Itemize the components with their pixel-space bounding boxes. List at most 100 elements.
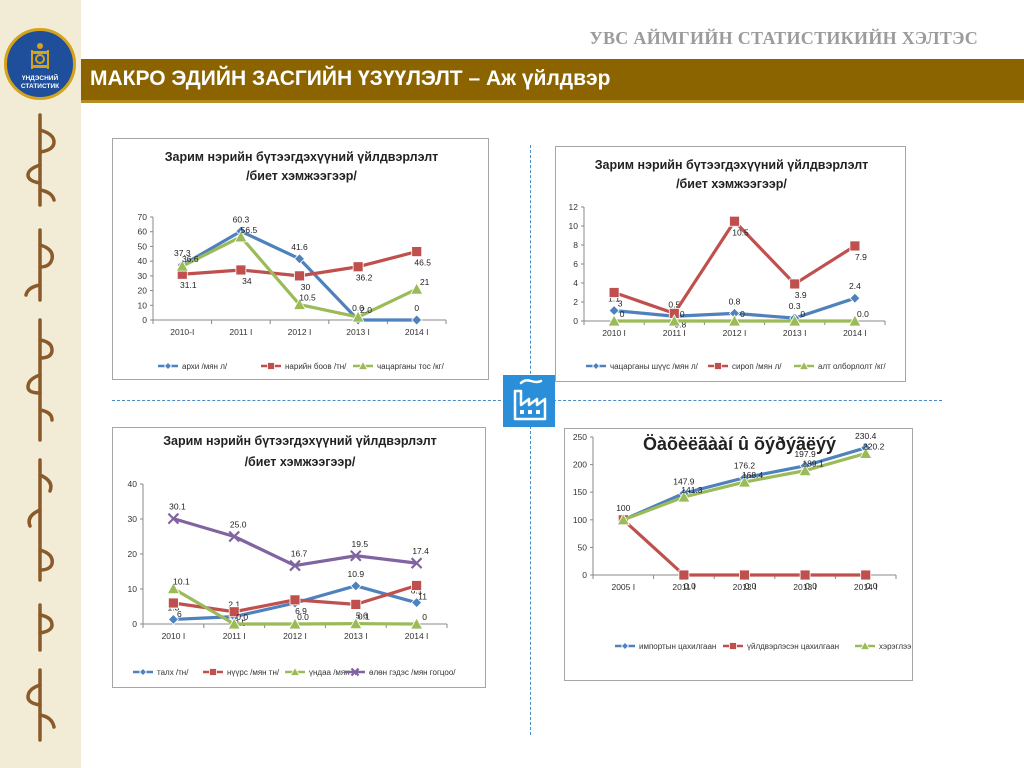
data-label: 0 — [680, 309, 685, 319]
data-label: 41.6 — [291, 242, 308, 252]
data-label: 16.7 — [291, 549, 308, 559]
data-point — [678, 569, 690, 581]
legend-item: өлөн гэдэс /мян гогцоо/ — [345, 667, 456, 677]
data-label: 176.2 — [734, 461, 756, 471]
data-point — [292, 297, 307, 310]
data-point — [166, 581, 181, 595]
data-label: 147.9 — [673, 476, 695, 486]
data-label: 1.1 — [608, 294, 620, 304]
data-point — [859, 640, 871, 650]
data-point — [667, 314, 681, 327]
data-label: 17.4 — [412, 546, 429, 556]
data-point — [729, 215, 740, 227]
x-tick-label: 2011 I — [223, 631, 246, 641]
data-point — [227, 617, 241, 630]
legend-item: сироп /мян л/ — [708, 362, 782, 371]
data-point — [349, 616, 363, 630]
data-label: 168.4 — [742, 470, 764, 480]
data-point — [677, 490, 691, 503]
data-label: 141.3 — [681, 485, 703, 495]
y-tick-label: 6 — [573, 259, 578, 269]
y-tick-label: 250 — [573, 432, 587, 442]
national-statistics-logo-icon: ҮНДЭСНИЙ СТАТИСТИК — [4, 28, 76, 100]
data-label: 56.5 — [241, 225, 258, 235]
data-label: 0 — [740, 309, 745, 319]
y-tick-label: 20 — [128, 549, 138, 559]
legend-label: алт олборлолт /кг/ — [818, 362, 886, 371]
series-2 — [617, 514, 872, 581]
legend-item: үндаа /мян л/ — [285, 666, 360, 677]
title-bar: МАКРО ЭДИЙН ЗАСГИЙН ҮЗҮҮЛЭЛТ – Аж үйлдвэ… — [81, 59, 1024, 103]
series-2 — [168, 580, 423, 618]
y-tick-label: 8 — [573, 240, 578, 250]
y-tick-label: 10 — [569, 221, 579, 231]
series-3 — [607, 314, 862, 327]
data-label: 0.0 — [297, 612, 309, 622]
chart-1-panel: Зарим нэрийн бүтээгдэхүүний үйлдвэрлэлт /… — [112, 138, 489, 380]
x-tick-label: 2012 I — [283, 631, 307, 641]
data-label: 31.1 — [180, 280, 197, 290]
x-tick-label: 2014 I — [854, 582, 878, 592]
data-point — [294, 270, 305, 282]
y-tick-label: 40 — [128, 479, 138, 489]
data-label: 30.1 — [169, 502, 186, 512]
legend-label: нүүрс /мян тн/ — [227, 668, 280, 677]
data-point — [267, 362, 275, 370]
y-tick-label: 0 — [142, 315, 147, 325]
x-tick-label: 2014 I — [405, 631, 429, 641]
data-point — [849, 292, 861, 304]
x-tick-label: 2014 I — [405, 327, 429, 337]
legend-item: архи /мян л/ — [158, 361, 228, 371]
data-point — [234, 230, 248, 243]
data-point — [607, 314, 621, 327]
x-tick-label: 2013 I — [346, 327, 370, 337]
data-point — [798, 360, 810, 370]
legend-label: нарийн боов /тн/ — [285, 362, 347, 371]
data-point — [289, 666, 301, 676]
page-title: МАКРО ЭДИЙН ЗАСГИЙН ҮЗҮҮЛЭЛТ – Аж үйлдвэ… — [90, 67, 611, 90]
x-tick-label: 2013 I — [783, 328, 807, 338]
data-label: 10.5 — [299, 293, 316, 303]
data-label: 36.6 — [182, 254, 199, 264]
data-label: 10.1 — [173, 577, 190, 587]
data-point — [167, 512, 180, 525]
y-tick-label: 60 — [138, 227, 148, 237]
y-tick-label: 200 — [573, 460, 587, 470]
data-point — [714, 362, 722, 370]
y-tick-label: 30 — [138, 271, 148, 281]
data-point — [848, 314, 862, 327]
data-label: 21 — [420, 277, 430, 287]
x-tick-label: 2005 I — [611, 582, 635, 592]
y-tick-label: 70 — [138, 212, 148, 222]
data-label: 0.3 — [789, 301, 801, 311]
data-point — [789, 278, 801, 290]
legend-item: үйлдвэрлэсэн цахилгаан — [723, 642, 839, 651]
y-tick-label: 0 — [573, 316, 578, 326]
data-label: 25.0 — [230, 520, 247, 530]
data-point — [351, 310, 365, 323]
data-label: 2.1 — [228, 600, 240, 610]
chart-title-line: Зарим нэрийн бүтээгдэхүүний үйлдвэрлэлт — [595, 158, 869, 172]
data-point — [411, 597, 423, 609]
y-tick-label: 10 — [138, 300, 148, 310]
data-label: 2.4 — [849, 281, 861, 291]
chart-title-line: /биет хэмжээгээр/ — [676, 177, 787, 191]
organization-name: УВС АЙМГИЙН СТАТИСТИКИЙН ХЭЛТЭС — [589, 28, 978, 48]
data-point — [167, 613, 179, 626]
y-tick-label: 40 — [138, 256, 148, 266]
data-label: 0 — [620, 309, 625, 319]
data-label: 0.0 — [866, 581, 878, 591]
y-tick-label: 2 — [573, 297, 578, 307]
data-point — [616, 512, 630, 526]
data-point — [729, 642, 737, 650]
data-point — [798, 463, 812, 477]
y-tick-label: 12 — [569, 202, 579, 212]
legend-item: нарийн боов /тн/ — [261, 362, 347, 371]
data-label: 100 — [616, 503, 630, 513]
legend-label: чацарганы шүүс /мян л/ — [610, 362, 699, 371]
data-label: 19.5 — [352, 539, 369, 549]
data-point — [411, 580, 423, 591]
data-point — [228, 530, 240, 543]
data-point — [350, 598, 362, 610]
data-label: 30 — [301, 282, 311, 292]
